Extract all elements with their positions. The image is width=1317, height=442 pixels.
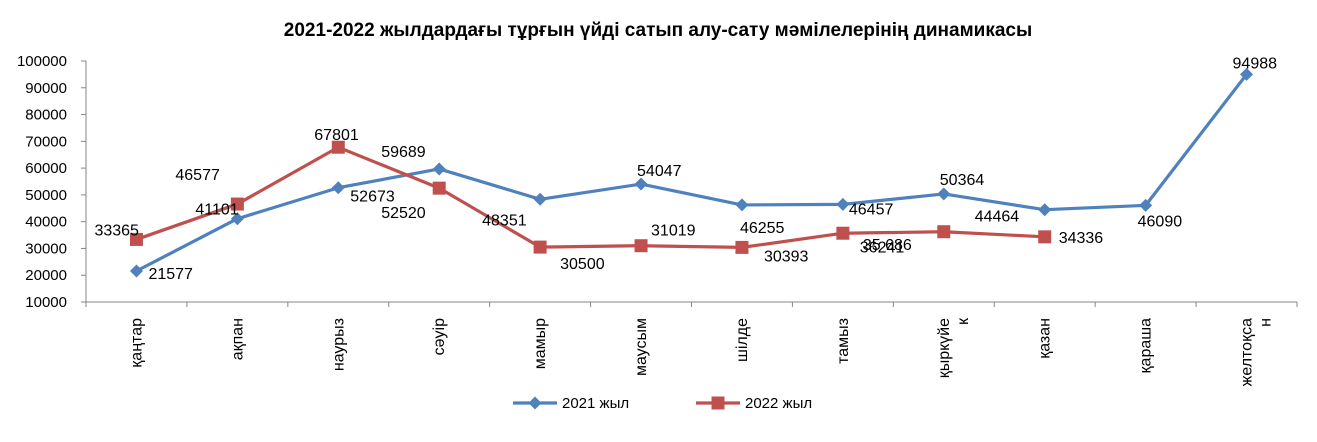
y-tick-label: 20000: [25, 267, 67, 284]
x-category-label: қаңтар: [128, 318, 145, 368]
data-point-marker: [735, 240, 749, 254]
data-label: 46457: [849, 201, 894, 218]
x-category-label: сәуір: [431, 318, 448, 355]
data-label: 59689: [381, 144, 426, 161]
data-point-marker: [533, 192, 547, 206]
y-tick-label: 70000: [25, 133, 67, 150]
data-point-marker: [129, 232, 143, 246]
data-label: 46577: [175, 167, 220, 184]
series-markers: [129, 67, 1254, 278]
legend-label: 2022 жыл: [745, 395, 812, 412]
x-category-label: қазан: [1037, 318, 1054, 359]
series-line-1: [135, 73, 1248, 273]
legend: 2021 жыл 2022 жыл: [513, 395, 812, 412]
data-label: 33365: [94, 222, 139, 239]
data-point-marker: [432, 162, 446, 176]
data-label: 46090: [1138, 213, 1183, 230]
data-label: 54047: [637, 163, 682, 180]
chart-axes: [81, 60, 1298, 307]
y-tick-label: 40000: [25, 214, 67, 231]
data-label: 36241: [860, 240, 905, 257]
y-tick-labels: 100000 90000 80000 70000 60000 50000 40000 3000…: [17, 53, 67, 311]
data-point-marker: [634, 239, 648, 253]
legend-marker: [711, 396, 725, 410]
data-label: 34336: [1059, 230, 1104, 247]
y-tick-label: 10000: [25, 294, 67, 311]
data-point-marker: [1139, 198, 1153, 212]
data-label: 46255: [740, 220, 785, 237]
data-label: 94988: [1233, 55, 1278, 72]
y-tick-label: 100000: [17, 53, 67, 70]
y-tick-label: 90000: [25, 80, 67, 97]
x-category-label: қыркүйе: [936, 318, 953, 378]
data-label: 48351: [482, 212, 527, 229]
x-category-label: шілде: [734, 318, 751, 362]
series-lines: [135, 73, 1248, 273]
x-category-label: маусым: [633, 318, 650, 376]
data-point-marker: [937, 187, 951, 201]
x-category-label: н: [1258, 318, 1275, 327]
x-category-label: наурыз: [330, 318, 347, 371]
data-label: 41101: [195, 202, 238, 219]
data-point-marker: [331, 140, 345, 154]
data-label: 30393: [764, 248, 809, 265]
data-point-marker: [1240, 67, 1254, 81]
data-label: 31019: [651, 223, 696, 240]
data-label: 21577: [148, 266, 193, 283]
x-category-label: ақпан: [229, 318, 246, 360]
legend-label: 2021 жыл: [562, 395, 629, 412]
data-label: 44464: [975, 209, 1020, 226]
data-point-marker: [937, 225, 951, 239]
data-point-marker: [230, 197, 244, 211]
y-tick-label: 60000: [25, 160, 67, 177]
data-label: 67801: [314, 127, 359, 144]
legend-marker: [528, 396, 542, 410]
data-point-marker: [432, 181, 446, 195]
data-point-marker: [1038, 203, 1052, 217]
data-label: 30500: [560, 256, 605, 273]
data-point-marker: [1038, 230, 1052, 244]
data-point-marker: [230, 212, 244, 226]
data-labels: 21577 41101 52673 59689 48351 54047 46255 46457…: [94, 55, 1277, 283]
data-label: 52520: [381, 205, 426, 222]
x-category-label: к: [955, 317, 972, 325]
x-category-label: желтоқса: [1239, 318, 1256, 386]
x-category-label: мамыр: [532, 318, 549, 369]
y-tick-label: 80000: [25, 107, 67, 124]
y-tick-label: 50000: [25, 187, 67, 204]
data-point-marker: [735, 198, 749, 212]
data-point-marker: [634, 177, 648, 191]
x-category-label: тамыз: [835, 318, 852, 364]
data-point-marker: [836, 197, 850, 211]
data-label: 35 686: [863, 237, 912, 254]
data-point-marker: [331, 181, 345, 195]
y-tick-label: 30000: [25, 240, 67, 257]
x-category-labels: қаңтар ақпан наурыз сәуір мамыр маусым шілде та…: [128, 317, 1274, 386]
data-point-marker: [129, 264, 143, 278]
data-point-marker: [836, 226, 850, 240]
data-label: 50364: [940, 172, 985, 189]
data-point-marker: [533, 240, 547, 254]
x-category-label: қараша: [1138, 318, 1155, 374]
data-label: 52673: [350, 189, 395, 206]
series-line-2: [135, 145, 1045, 249]
chart-title: 2021-2022 жылдардағы тұрғын үйді сатып а…: [284, 20, 1032, 41]
